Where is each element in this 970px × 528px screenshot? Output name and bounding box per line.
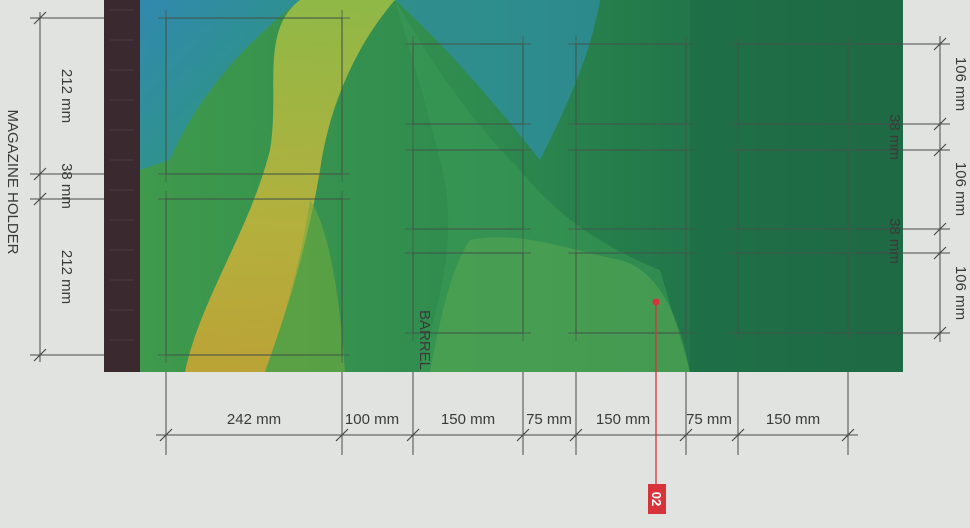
dim-left-3: 212 mm	[58, 250, 75, 304]
callout-02: 02	[648, 298, 666, 514]
dim-left-1: 212 mm	[58, 69, 75, 123]
dim-bottom-7: 150 mm	[766, 411, 820, 428]
magazine-slot	[158, 191, 350, 363]
dim-right-1: 106 mm	[952, 57, 969, 111]
barrel-slots	[405, 36, 856, 341]
dim-bottom-1: 242 mm	[227, 411, 281, 428]
dim-bottom-2: 100 mm	[345, 411, 399, 428]
rack-board	[140, 0, 903, 372]
dim-bottom-3: 150 mm	[441, 411, 495, 428]
dim-bottom-6: 75 mm	[686, 411, 732, 428]
magazine-strip-pattern	[110, 9, 134, 341]
callout-02-label: 02	[649, 492, 664, 506]
left-vertical-dimension	[30, 11, 104, 362]
magazine-slot	[158, 10, 350, 182]
dim-right-4: 38 mm	[886, 218, 903, 264]
dim-right-3: 106 mm	[952, 162, 969, 216]
dim-bottom-4: 75 mm	[526, 411, 572, 428]
dim-left-2: 38 mm	[58, 163, 75, 209]
barrel-label: BARREL	[416, 310, 433, 370]
dim-bottom-5: 150 mm	[596, 411, 650, 428]
bottom-horizontal-dimension	[156, 372, 858, 455]
dim-right-2: 38 mm	[886, 114, 903, 160]
right-vertical-dimension	[856, 36, 950, 342]
magazine-strip	[104, 0, 140, 372]
dim-right-5: 106 mm	[952, 266, 969, 320]
magazine-holder-label: MAGAZINE HOLDER	[4, 109, 21, 254]
